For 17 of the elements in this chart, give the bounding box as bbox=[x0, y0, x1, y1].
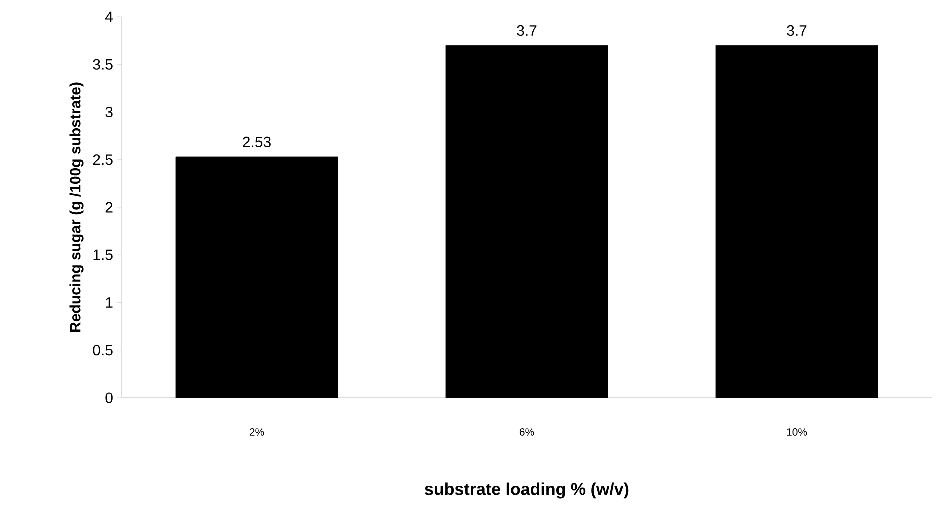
data-label: 3.7 bbox=[517, 25, 537, 36]
x-tick-label: 6% bbox=[520, 428, 534, 436]
x-tick-label: 10% bbox=[787, 428, 808, 436]
y-tick-label: 2.5 bbox=[93, 154, 113, 166]
data-label: 3.7 bbox=[787, 25, 807, 36]
y-tick-label: 3 bbox=[106, 106, 113, 118]
data-label: 2.53 bbox=[243, 136, 271, 148]
y-tick-label: 0.5 bbox=[93, 345, 113, 356]
y-tick-label: 2 bbox=[106, 202, 113, 213]
x-tick-label: 2% bbox=[250, 428, 264, 436]
y-tick-label: 3.5 bbox=[93, 59, 113, 70]
y-tick-label: 1.5 bbox=[94, 250, 113, 260]
y-tick-label: 4 bbox=[105, 12, 114, 22]
y-tick-label: 0 bbox=[106, 392, 113, 404]
y-axis-title: Reducing sugar (g /100g substrate) bbox=[70, 82, 84, 332]
y-tick-label: 1 bbox=[106, 298, 113, 308]
x-axis-title: substrate loading % (w/v) bbox=[425, 482, 629, 499]
